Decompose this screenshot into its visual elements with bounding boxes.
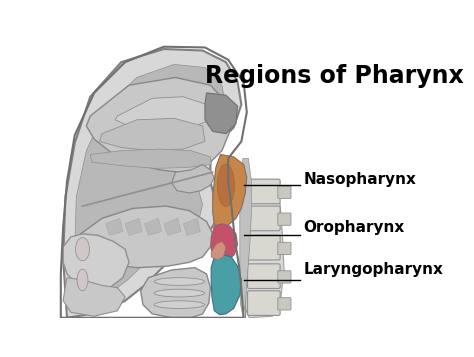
Polygon shape xyxy=(164,218,181,235)
Polygon shape xyxy=(240,159,251,316)
Ellipse shape xyxy=(154,278,205,285)
Polygon shape xyxy=(106,218,123,235)
Ellipse shape xyxy=(218,164,235,206)
Text: Oropharynx: Oropharynx xyxy=(303,220,405,235)
Polygon shape xyxy=(213,155,247,229)
Ellipse shape xyxy=(154,289,205,297)
Polygon shape xyxy=(63,278,125,316)
Polygon shape xyxy=(211,224,237,262)
Ellipse shape xyxy=(154,301,205,308)
Polygon shape xyxy=(172,165,214,193)
Text: Laryngopharynx: Laryngopharynx xyxy=(303,262,443,277)
Text: Regions of Pharynx: Regions of Pharynx xyxy=(205,64,464,89)
Polygon shape xyxy=(205,93,237,134)
FancyBboxPatch shape xyxy=(278,242,291,255)
Polygon shape xyxy=(100,118,205,151)
Polygon shape xyxy=(63,49,241,318)
FancyBboxPatch shape xyxy=(247,264,280,288)
Text: Nasopharynx: Nasopharynx xyxy=(303,172,416,187)
Polygon shape xyxy=(75,64,226,306)
FancyBboxPatch shape xyxy=(278,298,291,310)
Polygon shape xyxy=(183,218,201,235)
FancyBboxPatch shape xyxy=(278,271,291,283)
Polygon shape xyxy=(86,77,230,172)
Polygon shape xyxy=(125,218,142,235)
Polygon shape xyxy=(145,218,162,235)
Polygon shape xyxy=(241,183,284,318)
FancyBboxPatch shape xyxy=(247,235,280,260)
Polygon shape xyxy=(211,255,241,315)
FancyBboxPatch shape xyxy=(278,186,291,198)
Ellipse shape xyxy=(77,269,88,291)
Polygon shape xyxy=(63,234,129,291)
Polygon shape xyxy=(211,241,226,260)
Polygon shape xyxy=(75,206,213,268)
Ellipse shape xyxy=(75,238,90,261)
FancyBboxPatch shape xyxy=(247,206,280,231)
FancyBboxPatch shape xyxy=(247,179,280,204)
Polygon shape xyxy=(141,268,210,318)
FancyBboxPatch shape xyxy=(278,213,291,225)
FancyBboxPatch shape xyxy=(247,291,280,316)
Polygon shape xyxy=(90,149,211,169)
Polygon shape xyxy=(115,97,210,129)
